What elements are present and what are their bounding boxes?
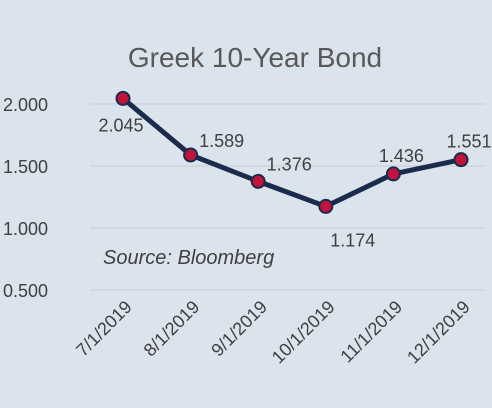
- data-labels: 2.045 1.589 1.376 1.174 1.436 1.551: [98, 115, 491, 250]
- series-line-path: [120, 95, 464, 209]
- data-point-marker: [318, 198, 334, 214]
- x-axis-tick-labels: 7/1/2019 8/1/2019 9/1/201910/1/201911/1/20…: [72, 297, 474, 368]
- x-tick-label: 12/1/2019: [403, 297, 474, 368]
- x-tick-label: 9/1/2019: [207, 297, 271, 361]
- data-label: 1.174: [330, 230, 375, 250]
- data-label: 1.551: [446, 132, 491, 152]
- data-label: 2.045: [98, 115, 143, 135]
- data-markers: [115, 90, 469, 214]
- x-tick-label: 7/1/2019: [72, 297, 136, 361]
- data-label: 1.436: [379, 146, 424, 166]
- y-tick-label: 1.000: [3, 219, 48, 239]
- data-point-marker: [453, 152, 469, 168]
- data-point-marker: [183, 147, 199, 163]
- data-point-marker: [250, 173, 266, 189]
- x-tick-label: 11/1/2019: [336, 297, 406, 367]
- y-tick-label: 1.500: [3, 157, 48, 177]
- series-line: [120, 95, 464, 209]
- source-annotation: Source: Bloomberg: [103, 247, 274, 269]
- data-point-marker: [115, 90, 131, 106]
- chart-title: Greek 10-Year Bond: [128, 42, 382, 73]
- x-tick-label: 8/1/2019: [140, 297, 204, 361]
- y-axis-tick-labels: 0.500 1.000 1.500 2.000: [3, 95, 48, 301]
- y-tick-label: 2.000: [3, 95, 48, 115]
- data-label: 1.589: [199, 131, 244, 151]
- y-tick-label: 0.500: [3, 281, 48, 301]
- data-point-marker: [385, 166, 401, 182]
- data-label: 1.376: [267, 154, 312, 174]
- x-tick-label: 10/1/2019: [268, 297, 339, 368]
- gridlines: [90, 103, 485, 291]
